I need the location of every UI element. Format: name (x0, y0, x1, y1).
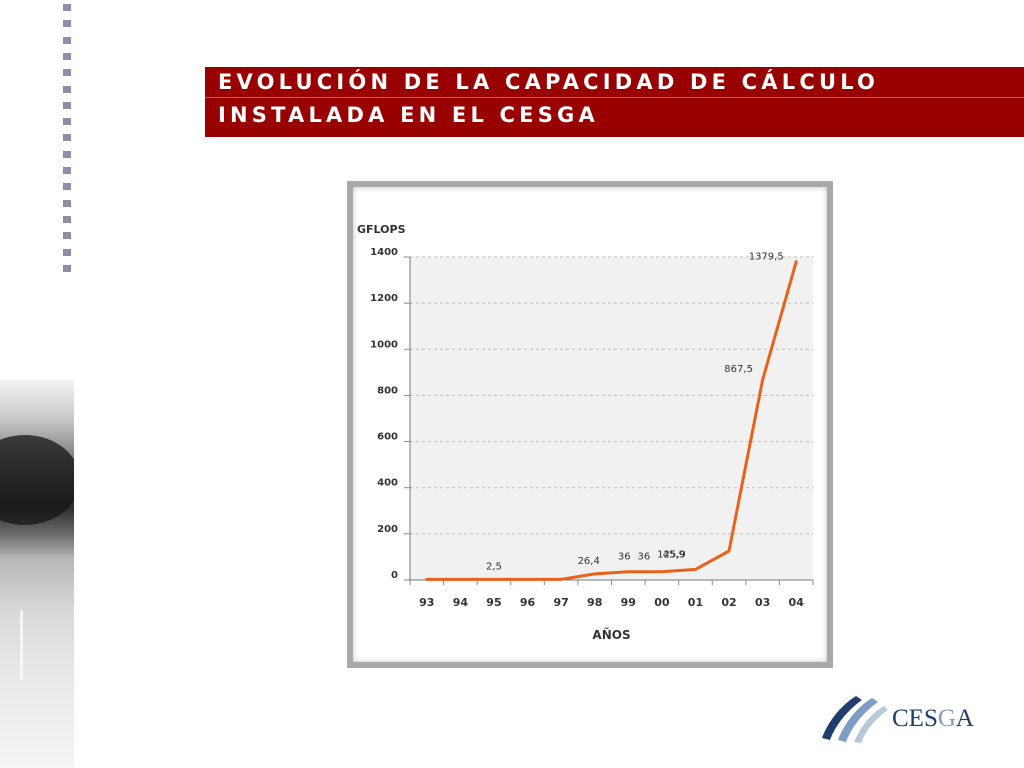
y-axis-title: GFLOPS (357, 223, 406, 236)
y-tick-label: 200 (377, 524, 398, 535)
cesga-stripes-logo-icon (822, 696, 888, 743)
decorative-dot (63, 85, 71, 93)
x-tick-label: 99 (621, 596, 636, 609)
data-label: 45,9 (663, 550, 685, 561)
x-tick-label: 01 (688, 596, 703, 609)
data-label: 1379,5 (749, 252, 784, 263)
y-tick-label: 1400 (370, 247, 398, 258)
cesga-logo: CESGA (818, 692, 978, 744)
plot-area (410, 257, 813, 580)
title-line-2: INSTALADA EN EL CESGA (218, 103, 599, 127)
data-label: 867,5 (724, 364, 753, 375)
y-tick-label: 600 (377, 432, 398, 443)
decorative-dot (63, 264, 71, 272)
x-tick-label: 03 (755, 596, 770, 609)
decorative-dot (63, 232, 71, 240)
decorative-dot (63, 134, 71, 142)
data-label: 36 (638, 552, 651, 563)
y-tick-label: 1200 (370, 293, 398, 304)
x-tick-label: 00 (654, 596, 670, 609)
decorative-dot (63, 183, 71, 191)
x-tick-label: 02 (721, 596, 736, 609)
title-banner: EVOLUCIÓN DE LA CAPACIDAD DE CÁLCULO INS… (205, 67, 1024, 137)
x-tick-label: 94 (453, 596, 469, 609)
title-line-1: EVOLUCIÓN DE LA CAPACIDAD DE CÁLCULO (218, 70, 880, 94)
x-axis-title: AÑOS (592, 627, 630, 642)
x-tick-label: 97 (553, 596, 568, 609)
x-tick-label: 04 (789, 596, 805, 609)
y-tick-label: 800 (377, 385, 398, 396)
x-tick-label: 95 (486, 596, 501, 609)
decorative-dot (63, 52, 71, 60)
decorative-dot (63, 4, 71, 11)
y-tick-label: 400 (377, 478, 398, 489)
data-label: 125,9 (657, 549, 686, 560)
decorative-dot (63, 118, 71, 126)
series-line (425, 260, 798, 581)
decorative-dot (63, 167, 71, 174)
x-tick-label: 98 (587, 596, 602, 609)
decorative-photo-strip (0, 380, 74, 768)
decorative-dot (63, 101, 71, 109)
y-tick-label: 1000 (370, 339, 398, 350)
decorative-dot (63, 69, 71, 77)
data-label: 2,5 (486, 561, 502, 572)
decorative-dot (63, 150, 71, 158)
decorative-dot (63, 199, 71, 207)
decorative-dot-column (62, 0, 74, 285)
chart-frame: 0 200 400 600 800 1000 1200 1400 93 94 95 96 97 98 99 0… (347, 181, 833, 668)
decorative-dot (63, 215, 71, 223)
y-tick-label: 0 (391, 570, 398, 581)
x-tick-label: 96 (520, 596, 536, 609)
data-label: 26,4 (578, 556, 600, 567)
x-tick-label: 93 (419, 596, 434, 609)
decorative-dot (63, 20, 71, 28)
data-label: 36 (618, 552, 631, 563)
decorative-dot (63, 36, 71, 44)
logo-text: CESGA (892, 705, 974, 732)
decorative-dot (63, 248, 71, 256)
